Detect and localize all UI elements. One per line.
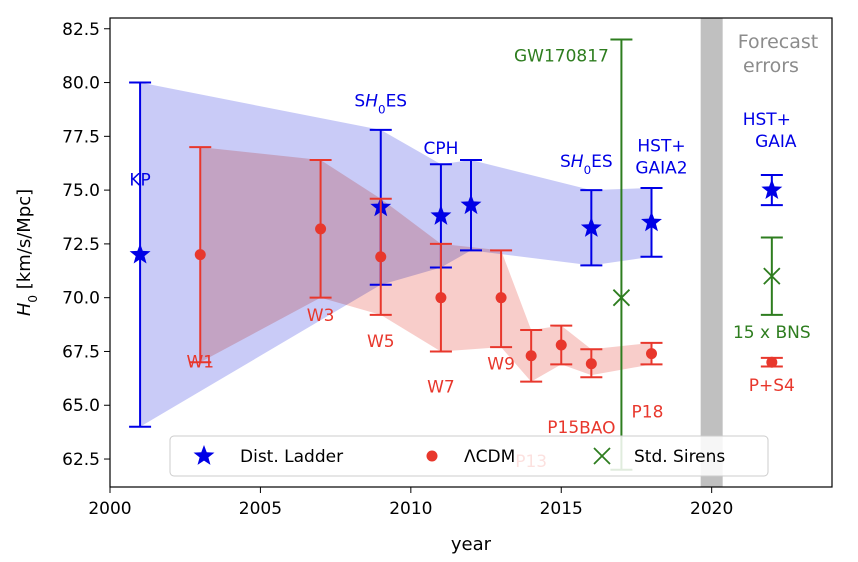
legend-marker-sirens (593, 447, 611, 465)
x-axis-title: year (451, 534, 492, 555)
point-label: BAO (579, 419, 615, 439)
forecast-label: P+S4 (749, 376, 795, 396)
point-label: SH0ES (354, 91, 407, 116)
forecast-divider-layer (700, 18, 723, 487)
y-tick-label: 62.5 (62, 450, 100, 470)
ladder-marker (580, 216, 602, 237)
point-label: HST+ (637, 136, 685, 156)
legend: Dist. Ladder ΛCDM Std. Sirens (169, 435, 769, 477)
sirens-marker-b (612, 289, 631, 307)
y-axis-title: H0 [km/s/Mpc] (14, 189, 40, 316)
point-label: P18 (632, 403, 664, 423)
point-label: W9 (487, 355, 515, 375)
plot-frame (109, 17, 833, 488)
lcdm-marker (194, 249, 206, 261)
ladder-marker (641, 211, 662, 232)
forecast-sirens-marker-b (763, 267, 781, 285)
y-tick-label: 82.5 (62, 20, 100, 40)
forecast-divider (700, 18, 723, 487)
lcdm-marker (495, 292, 507, 304)
point-label: KP (129, 171, 150, 191)
point-label: GW170817 (514, 47, 609, 67)
forecast-label-line2: errors (743, 55, 799, 77)
lcdm-marker (646, 348, 657, 360)
x-tick-label: 2015 (540, 499, 583, 519)
bands-layer (140, 82, 652, 427)
y-tick-label: 77.5 (62, 127, 100, 147)
lcdm-marker (375, 251, 387, 263)
x-tick-label: 2005 (239, 499, 282, 519)
lcdm-marker (585, 358, 597, 370)
x-tick-label: 2020 (690, 499, 733, 519)
lcdm-marker (315, 223, 327, 235)
forecast-label: HST+ (743, 110, 791, 130)
lcdm-marker (525, 350, 537, 362)
forecast-lcdm-marker (766, 356, 778, 368)
points-layer (129, 38, 783, 471)
legend-marker-lcdm (426, 450, 438, 462)
y-tick-label: 65.0 (62, 396, 100, 416)
ladder-marker (460, 194, 482, 215)
y-tick-label: 70.0 (62, 289, 100, 309)
legend-label-sirens: Std. Sirens (634, 447, 725, 467)
x-tick-label: 2000 (88, 499, 131, 519)
axes-layer: 2000 2005 2010 2015 2020 62.5 65.0 67.5 70.0 72.5… (14, 17, 833, 555)
forecast-ladder-marker (761, 179, 783, 200)
point-label: CPH (423, 139, 458, 159)
legend-marker-ladder (193, 445, 215, 465)
point-label: W5 (367, 332, 395, 352)
point-label: W3 (307, 306, 335, 326)
y-tick-label: 67.5 (62, 342, 100, 362)
ladder-marker (430, 204, 452, 225)
lcdm-marker (555, 339, 567, 351)
y-tick-label: 80.0 (62, 74, 100, 94)
y-tick-label: 75.0 (62, 181, 100, 201)
forecast-label: GAIA (755, 132, 797, 152)
point-label: P15 (547, 418, 579, 438)
legend-label-lcdm: ΛCDM (464, 447, 515, 467)
labels-layer: ForecasterrorsKPSH0ESCPHSH0ESHST+GAIA2W1… (129, 31, 818, 472)
forecast-label-line1: Forecast (738, 31, 818, 53)
sirens-marker (612, 289, 631, 307)
lcdm-band (200, 147, 652, 382)
point-label: GAIA2 (635, 158, 687, 178)
lcdm-marker (435, 292, 447, 304)
ladder-marker (129, 243, 151, 264)
legend-box (169, 435, 769, 477)
point-label: W7 (427, 378, 455, 398)
forecast-label: 15 x BNS (733, 323, 811, 343)
legend-marker-sirens-b (593, 447, 611, 465)
point-label: SH0ES (560, 152, 613, 177)
point-label: W1 (186, 353, 214, 373)
y-tick-label: 72.5 (62, 235, 100, 255)
forecast-sirens-marker (763, 267, 781, 285)
legend-label-ladder: Dist. Ladder (240, 447, 343, 467)
x-tick-label: 2010 (389, 499, 432, 519)
